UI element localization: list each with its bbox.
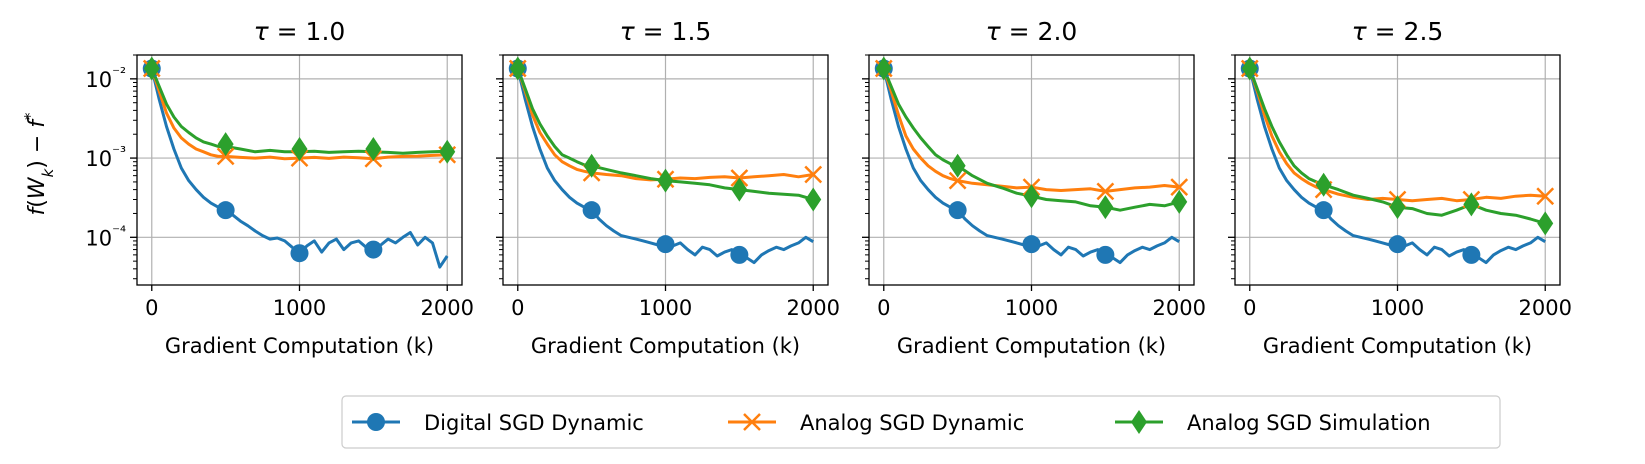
- series-marker-x: [804, 165, 823, 184]
- series-marker-diamond: [1389, 195, 1406, 220]
- series-marker-diamond: [949, 153, 966, 178]
- tick-label-x: 1000: [273, 296, 326, 320]
- series-marker-circle: [1314, 201, 1333, 220]
- series-marker-circle: [1096, 245, 1115, 264]
- tick-label-y: 10⁻⁴: [85, 222, 126, 250]
- legend-item: Digital SGD Dynamic: [352, 411, 644, 435]
- series-group: [508, 56, 823, 265]
- subplot-title: τ = 1.0: [254, 17, 346, 46]
- series-marker-circle: [1462, 245, 1481, 264]
- subplot-2: 0 1000 2000 Gradient Computation (k) τ = 1.5: [496, 17, 840, 358]
- series-marker-circle: [582, 201, 601, 220]
- subplot-1: 0 1000 2000 10⁻⁴ 10⁻³ 10⁻² Gradient Computatio…: [85, 17, 474, 358]
- y-axis-label: f(Wk) − f*: [21, 112, 57, 216]
- series-marker-x: [1170, 178, 1189, 196]
- legend-marker-x: [743, 413, 761, 431]
- legend-item: Analog SGD Dynamic: [728, 411, 1024, 435]
- x-axis-label: Gradient Computation (k): [897, 334, 1166, 358]
- tick-label-x: 2000: [1153, 296, 1206, 320]
- series-line-diamond: [516, 67, 814, 201]
- subplots: 0 1000 2000 10⁻⁴ 10⁻³ 10⁻² Gradient Computatio…: [85, 17, 1572, 358]
- series-marker-diamond: [1023, 184, 1040, 209]
- tick-label-x: 0: [145, 296, 158, 320]
- tick-label-y: 10⁻²: [85, 64, 126, 92]
- subplot-title: τ = 1.5: [620, 17, 712, 46]
- tick-label-x: 0: [1243, 296, 1256, 320]
- legend-marker-diamond: [1131, 410, 1147, 434]
- series-marker-circle: [656, 235, 675, 254]
- series-marker-circle: [948, 201, 967, 220]
- series-marker-x: [1096, 182, 1115, 201]
- series-marker-diamond: [805, 187, 822, 212]
- tick-label-x: 2000: [787, 296, 840, 320]
- series-line-diamond: [150, 67, 448, 155]
- tick-label-x: 0: [511, 296, 524, 320]
- series-marker-diamond: [365, 137, 382, 162]
- series-marker-diamond: [509, 56, 526, 81]
- series-marker-circle: [364, 240, 383, 259]
- subplot-title: τ = 2.5: [1352, 17, 1444, 46]
- series-marker-diamond: [217, 132, 234, 157]
- tick-label-x: 1000: [1005, 296, 1058, 320]
- series-marker-x: [948, 171, 967, 190]
- series-marker-diamond: [143, 56, 160, 81]
- x-axis-label: Gradient Computation (k): [531, 334, 800, 358]
- series-marker-diamond: [875, 56, 892, 81]
- series-marker-diamond: [1241, 56, 1258, 81]
- series-line-diamond: [1248, 67, 1546, 225]
- subplot-3: 0 1000 2000 Gradient Computation (k) τ = 2.0: [862, 17, 1206, 358]
- legend-label: Digital SGD Dynamic: [424, 411, 644, 435]
- series-line-diamond: [882, 67, 1180, 212]
- series-marker-diamond: [1171, 189, 1188, 214]
- x-axis-label: Gradient Computation (k): [1263, 334, 1532, 358]
- tick-label-x: 1000: [1371, 296, 1424, 320]
- series-marker-diamond: [291, 137, 308, 162]
- series-marker-circle: [730, 245, 749, 264]
- tick-label-x: 0: [877, 296, 890, 320]
- series-group: [1240, 56, 1555, 265]
- series-group: [874, 56, 1189, 265]
- series-marker-diamond: [1315, 172, 1332, 197]
- tick-label-x: 2000: [1519, 296, 1572, 320]
- series-marker-circle: [216, 201, 235, 220]
- series-marker-diamond: [583, 153, 600, 178]
- series-marker-circle: [1022, 235, 1041, 254]
- subplot-title: τ = 2.0: [986, 17, 1078, 46]
- x-axis-label: Gradient Computation (k): [165, 334, 434, 358]
- series-marker-circle: [1388, 235, 1407, 254]
- legend-frame: [341, 395, 1501, 449]
- series-marker-diamond: [439, 139, 456, 164]
- series-marker-diamond: [1097, 195, 1114, 220]
- subplot-4: 0 1000 2000 Gradient Computation (k) τ = 2.5: [1228, 17, 1572, 358]
- series-marker-x: [1536, 187, 1555, 206]
- series-line-x: [150, 68, 448, 161]
- series-line-x: [1248, 68, 1546, 203]
- legend: Digital SGD Dynamic Analog SGD Dynamic Ana…: [341, 395, 1501, 449]
- legend-marker-circle: [367, 413, 385, 431]
- legend-label: Analog SGD Simulation: [1187, 411, 1431, 435]
- series-marker-diamond: [1463, 192, 1480, 217]
- series-marker-diamond: [1537, 211, 1554, 236]
- series-marker-diamond: [731, 177, 748, 202]
- series-marker-circle: [290, 244, 309, 263]
- series-line-x: [516, 68, 814, 182]
- series-marker-diamond: [657, 168, 674, 193]
- series-group: [142, 56, 457, 269]
- tick-label-x: 1000: [639, 296, 692, 320]
- legend-item: Analog SGD Simulation: [1115, 410, 1431, 435]
- tick-label-y: 10⁻³: [85, 143, 126, 171]
- series-marker-x: [216, 147, 235, 166]
- tick-label-x: 2000: [421, 296, 474, 320]
- legend-label: Analog SGD Dynamic: [800, 411, 1024, 435]
